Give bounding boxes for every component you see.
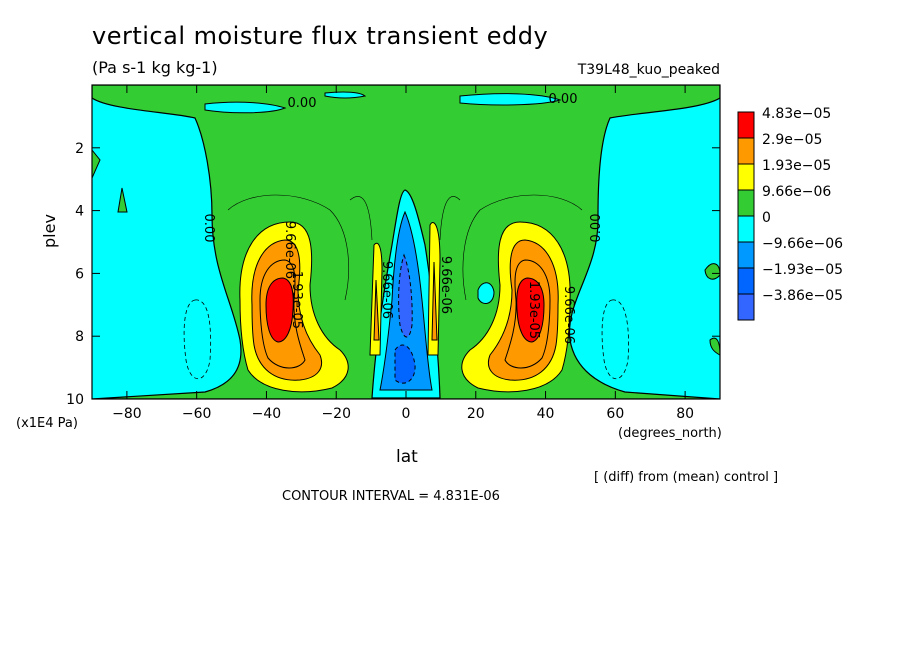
- x-axis-label: lat: [396, 447, 418, 467]
- y-tick-label: 2: [75, 141, 84, 157]
- x-tick-label: −20: [321, 406, 351, 422]
- y-unit-label: (x1E4 Pa): [16, 416, 78, 431]
- colorbar-swatch: [737, 137, 755, 165]
- colorbar-label: −9.66e−06: [762, 236, 843, 252]
- colorbar-label: 0: [762, 210, 771, 226]
- contour-interval: CONTOUR INTERVAL = 4.831E-06: [282, 489, 500, 504]
- colorbar-swatch: [737, 163, 755, 191]
- y-axis-label: plev: [40, 214, 59, 248]
- contour-labels: 0.00 0.000.00 0.009.66e-061.93e-05 1.93e-05…: [201, 92, 604, 344]
- x-tick-label: −60: [182, 406, 212, 422]
- plot-area: [92, 85, 720, 399]
- x-tick-label: 60: [606, 406, 624, 422]
- y-tick-label: 6: [75, 266, 84, 282]
- colorbar-label: −3.86e−05: [762, 288, 843, 304]
- y-tick-label: 8: [75, 329, 84, 345]
- colorbar-label: 2.9e−05: [762, 132, 822, 148]
- colorbar-swatch: [737, 267, 755, 295]
- x-tick-label: 80: [676, 406, 694, 422]
- experiment-label: T39L48_kuo_peaked: [577, 62, 720, 78]
- colorbar-swatch: [737, 241, 755, 269]
- contour-label: 0.00: [288, 96, 317, 111]
- contour-label: 0.00: [549, 92, 578, 107]
- contour-label: 1.93e-05: [526, 281, 541, 339]
- colorbar-label: 9.66e−06: [762, 184, 831, 200]
- chart-units: (Pa s-1 kg kg-1): [92, 58, 218, 77]
- x-axis: −80 −60 −40 −20 0 20 40 60 80: [112, 85, 694, 422]
- y-axis: 2 4 6 8 10: [66, 141, 720, 408]
- contour-label: 9.66e-06: [561, 286, 576, 344]
- x-tick-label: −80: [112, 406, 142, 422]
- colorbar-swatch: [737, 111, 755, 139]
- north-lobe: [461, 221, 571, 393]
- colorbar-label: 4.83e−05: [762, 106, 831, 122]
- y-tick-label: 4: [75, 204, 84, 220]
- colorbar-label: 1.93e−05: [762, 158, 831, 174]
- x-tick-label: 0: [402, 406, 411, 422]
- x-tick-label: −40: [252, 406, 282, 422]
- south-lobe: [239, 221, 349, 393]
- colorbar-swatch: [737, 293, 755, 321]
- colorbar-swatch: [737, 189, 755, 217]
- contour-label: 0.00: [201, 214, 216, 243]
- y-tick-label: 10: [66, 392, 84, 408]
- contour-label: 9.66e-06: [379, 261, 394, 319]
- x-unit-label: (degrees_north): [618, 426, 722, 441]
- contour-label: 0.00: [589, 214, 604, 243]
- contour-label: 9.66e-06: [438, 256, 453, 314]
- chart-title: vertical moisture flux transient eddy: [92, 22, 549, 50]
- colorbar-swatch: [737, 215, 755, 243]
- colorbar: 4.83e−05 2.9e−05 1.93e−05 9.66e−06 0 −9.66e−0…: [737, 106, 843, 321]
- x-tick-label: 20: [467, 406, 485, 422]
- diff-note: [ (diff) from (mean) control ]: [594, 470, 779, 485]
- colorbar-label: −1.93e−05: [762, 262, 843, 278]
- contour-label: 1.93e-05: [289, 271, 304, 329]
- x-tick-label: 40: [537, 406, 555, 422]
- contour-label: 9.66e-06: [282, 221, 297, 279]
